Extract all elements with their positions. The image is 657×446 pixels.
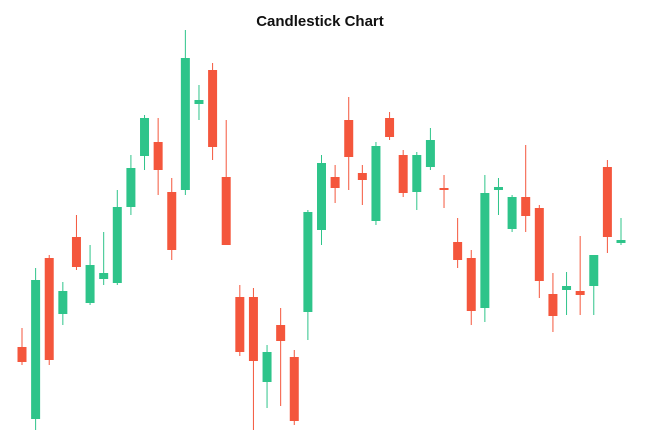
- candle-body: [371, 146, 381, 221]
- candle-body: [140, 118, 150, 156]
- candle-body: [562, 286, 572, 290]
- candle-body: [167, 192, 177, 250]
- candle-body: [31, 280, 41, 419]
- candle-body: [99, 273, 109, 279]
- candle-body: [589, 255, 599, 286]
- candle-body: [425, 140, 435, 167]
- candle-body: [180, 58, 190, 190]
- candle-body: [44, 258, 54, 360]
- candle-body: [289, 357, 299, 421]
- candle-body: [534, 208, 544, 281]
- candle-body: [439, 188, 449, 190]
- candle-body: [357, 173, 367, 180]
- candle-body: [235, 297, 245, 352]
- candle-body: [303, 212, 313, 312]
- candle-body: [221, 177, 231, 245]
- candle-body: [85, 265, 95, 303]
- candle-body: [616, 240, 626, 243]
- candle-body: [317, 163, 326, 230]
- candle-body: [262, 352, 272, 382]
- candle-body: [153, 142, 163, 170]
- candle-body: [412, 155, 422, 192]
- candle-body: [17, 347, 27, 362]
- candle-body: [112, 207, 122, 283]
- candle-body: [330, 177, 340, 188]
- candle-body: [521, 197, 531, 216]
- candle-body: [276, 325, 286, 341]
- candle-body: [493, 187, 503, 190]
- candle-body: [248, 297, 258, 361]
- candle-body: [398, 155, 408, 193]
- candle-body: [344, 120, 354, 157]
- candle-body: [71, 237, 81, 267]
- candle-body: [507, 197, 517, 229]
- candle-body: [385, 118, 395, 137]
- candle-body: [194, 100, 204, 104]
- candle-body: [480, 193, 490, 308]
- candle-body: [548, 294, 558, 316]
- chart-title: Candlestick Chart: [256, 13, 384, 30]
- candle-body: [466, 258, 476, 311]
- candle-body: [575, 291, 585, 295]
- candle-body: [58, 291, 68, 314]
- candle-body: [602, 167, 612, 237]
- candle-body: [208, 70, 218, 147]
- candle-body: [453, 242, 463, 260]
- candle-body: [126, 168, 136, 207]
